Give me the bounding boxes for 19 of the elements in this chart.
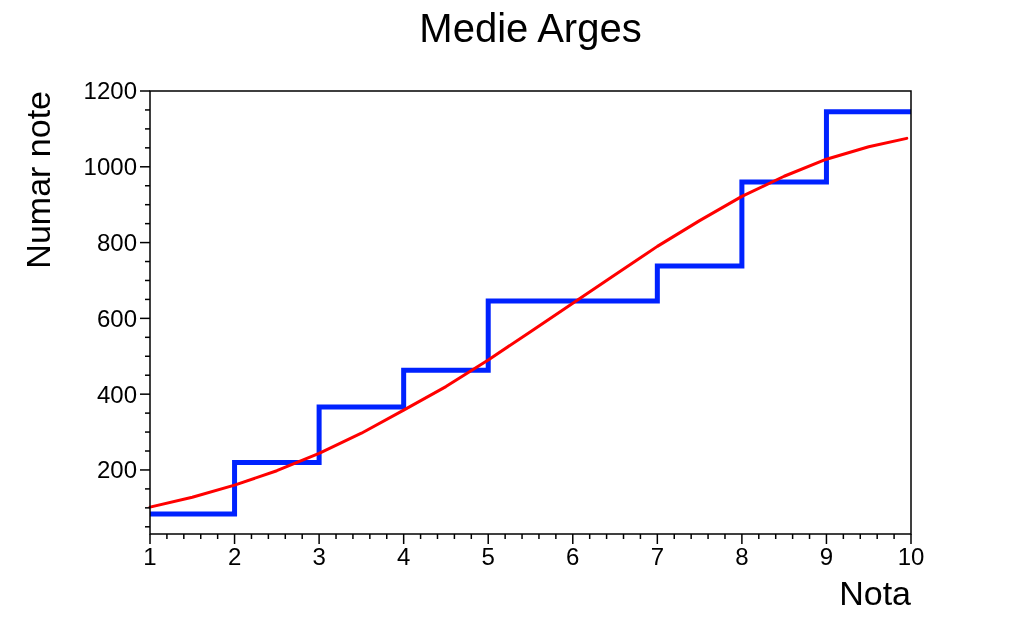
- y-tick-label: 200: [96, 456, 137, 484]
- y-tick-label: 600: [96, 304, 137, 332]
- x-tick-label: 7: [650, 543, 665, 570]
- x-axis-title: Nota: [839, 574, 912, 612]
- y-tick-label: 1000: [83, 153, 137, 181]
- x-tick-label: 1: [143, 543, 157, 570]
- x-tick-label: 9: [819, 543, 834, 570]
- x-tick-label: 2: [227, 543, 242, 570]
- y-tick-label: 800: [96, 228, 137, 256]
- y-tick-label: 1200: [83, 77, 137, 105]
- x-tick-label: 8: [735, 543, 749, 570]
- x-tick-label: 3: [312, 543, 326, 570]
- x-tick-label: 6: [566, 543, 580, 570]
- y-tick-label: 400: [96, 380, 137, 408]
- chart-title: Medie Arges: [419, 6, 642, 50]
- y-axis-title: Numar note: [19, 91, 57, 269]
- x-tick-label: 10: [897, 543, 925, 570]
- x-tick-label: 5: [481, 543, 495, 570]
- x-tick-label: 4: [396, 543, 411, 570]
